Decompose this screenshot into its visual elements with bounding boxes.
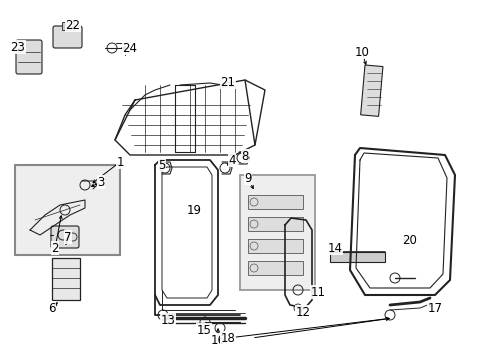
Text: 23: 23 [11,41,25,54]
Bar [247,261,303,275]
Text: 8: 8 [241,149,248,162]
Bar [247,239,303,253]
Bar [247,195,303,209]
Text: 22: 22 [65,18,81,32]
Text: 7: 7 [64,230,72,243]
FancyBboxPatch shape [16,40,42,74]
Text: 1: 1 [116,156,123,168]
Bar [329,252,384,262]
Text: 17: 17 [427,302,442,315]
Text: 6: 6 [48,302,56,315]
Text: 10: 10 [354,45,368,59]
Text: 4: 4 [228,153,235,166]
Text: 20: 20 [402,234,417,247]
FancyBboxPatch shape [51,226,79,248]
Bar [15,165,120,255]
FancyBboxPatch shape [53,26,82,48]
Bar [62,22,74,30]
Text: 21: 21 [220,76,235,89]
Text: 2: 2 [51,242,59,255]
Text: 12: 12 [295,306,310,319]
Bar [360,65,382,116]
Text: 19: 19 [186,203,201,216]
Text: 11: 11 [310,285,325,298]
Text: 9: 9 [244,171,251,185]
Bar [52,258,80,300]
Text: 16: 16 [210,333,225,346]
Text: 15: 15 [196,324,211,337]
Text: 5: 5 [158,158,165,171]
Text: 18: 18 [220,332,235,345]
Bar [247,217,303,231]
Text: 14: 14 [327,242,342,255]
Text: 24: 24 [122,41,137,54]
Text: 13: 13 [160,314,175,327]
Text: 3: 3 [97,176,104,189]
Bar [240,175,314,290]
